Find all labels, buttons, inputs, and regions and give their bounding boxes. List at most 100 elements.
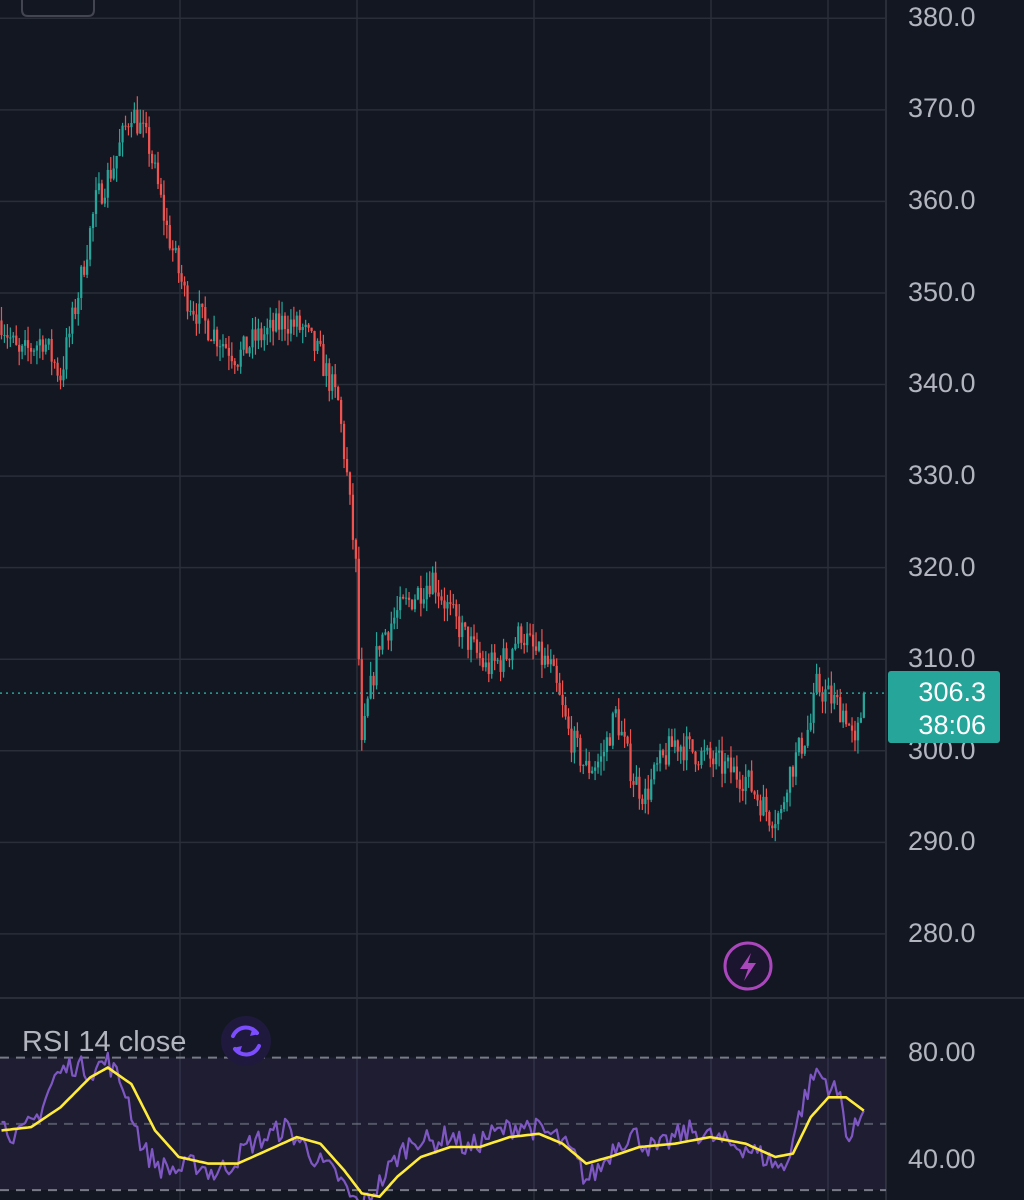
rsi-axis[interactable]: 80.00 40.00 [908,1037,976,1174]
candle-body [254,329,257,341]
candle-body [153,162,157,164]
candle-body [363,715,366,741]
candle-body [399,596,402,611]
candle-body [691,739,694,752]
candle-body [6,335,9,338]
candle-body [218,346,222,348]
candle-body [277,313,281,330]
candle-body [549,659,552,665]
candle-body [464,622,467,627]
candle-body [703,750,706,752]
candle-body [319,340,322,344]
candle-body [735,766,738,780]
last-price-tag[interactable]: 306.3 38:06 [888,671,1000,743]
candle-body [579,737,582,766]
candle-body [112,168,115,179]
candle-body [800,737,803,754]
candle-body [130,122,133,128]
candle-body [765,796,768,812]
candle-body [94,190,98,214]
candle-body [407,597,411,600]
candle-body [585,760,588,765]
candle-body [670,736,674,747]
price-label: 370.0 [908,93,976,123]
candle-body [647,788,650,800]
candle-body [248,347,251,354]
candle-body [608,737,611,746]
candle-body [661,750,665,756]
candle-body [106,169,109,198]
candle-body [856,722,860,741]
candle-body [517,626,520,644]
candle-body [449,602,452,605]
candle-body [664,755,668,765]
candle-body [381,634,384,650]
candle-body [183,281,186,286]
price-label: 310.0 [908,643,976,673]
candle-body [620,731,623,736]
rsi-legend[interactable]: RSI 14 close [22,1016,271,1066]
candle-body [537,641,541,651]
candle-body [676,740,679,752]
candle-body [239,349,242,367]
candle-body [44,344,47,352]
top-toolbar-fragment[interactable] [21,0,95,17]
candle-body [230,355,233,362]
candle-body [588,760,591,773]
candle-body [791,766,795,777]
candle-body [602,751,606,757]
candle-body [136,109,139,134]
candle-body [635,776,638,785]
candle-body [428,585,431,595]
candle-body [806,729,809,746]
candle-body [508,659,511,661]
toolbar-button-outline[interactable] [21,0,95,17]
candle-body [416,587,420,600]
candle-body [9,337,12,339]
candle-body [653,764,656,780]
candle-body [853,730,857,741]
candle-body [115,155,118,169]
candle-body [275,313,278,332]
candle-body [372,675,375,686]
candle-body [756,794,759,801]
candle-body [458,616,461,638]
candle-body [118,142,121,156]
candle-body [582,764,585,766]
candle-body [529,633,532,635]
candle-body [599,756,603,762]
candle-body [345,458,349,473]
candle-body [712,758,715,765]
candle-body [289,319,293,334]
grid [0,0,886,1200]
candle-body [862,693,865,718]
price-axis[interactable]: 380.0 370.0 360.0 350.0 340.0 330.0 320.… [908,2,976,948]
candle-body [378,646,381,650]
candle-body [148,127,151,154]
candle-body [546,655,549,665]
candle-body [301,327,304,331]
price-label: 360.0 [908,185,976,215]
candle-body [165,220,168,226]
candle-body [322,343,325,376]
candle-body [738,779,741,789]
candle-body [404,597,408,599]
candle-body [227,347,231,356]
candle-body [496,660,499,662]
refresh-icon[interactable] [221,1016,271,1066]
candle-body [286,329,290,334]
candle-body [145,123,148,128]
candle-body [434,572,437,593]
candle-body [614,709,617,714]
candle-body [150,153,154,164]
lightning-icon[interactable] [723,941,773,991]
price-label: 320.0 [908,552,976,582]
candle-body [744,776,747,792]
candle-body [812,692,815,723]
candle-body [732,766,736,773]
candle-body [570,728,573,753]
candle-body [794,752,798,777]
candle-body [109,169,112,179]
candle-body [729,757,733,773]
